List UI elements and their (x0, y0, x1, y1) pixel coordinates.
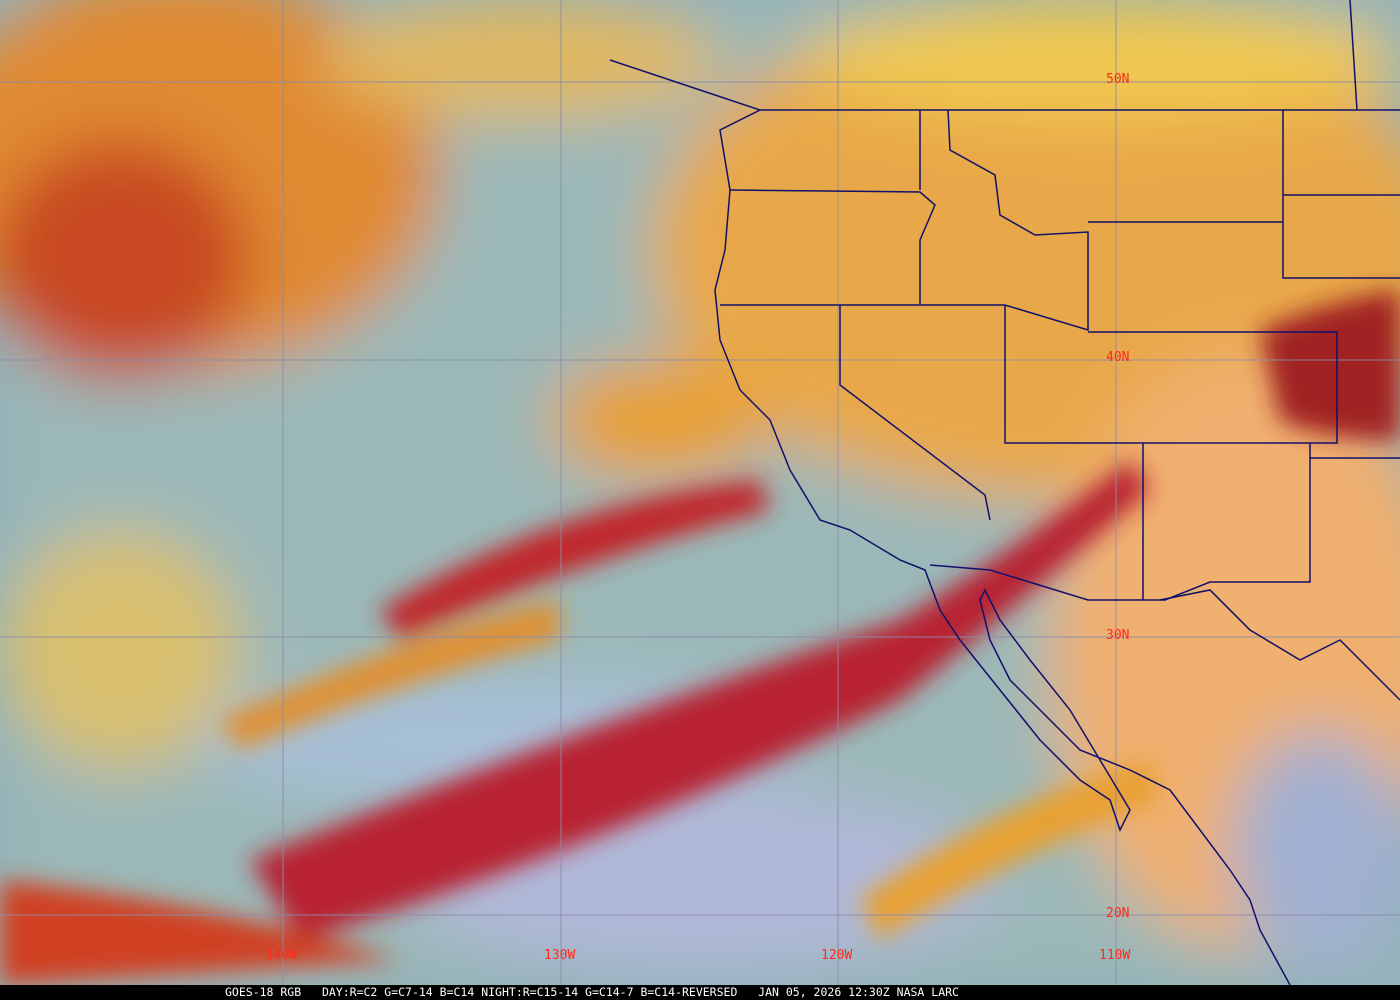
caption-source: NASA LARC (896, 985, 959, 999)
state-borders (720, 0, 1400, 601)
latitude-label-40n: 40N (1106, 350, 1130, 365)
latitude-label-30n: 30N (1106, 628, 1130, 643)
caption-product: GOES-18 RGB (225, 985, 302, 999)
longitude-label-110w: 110W (1099, 948, 1131, 963)
latitude-label-20n: 20N (1106, 906, 1130, 921)
coastline (609, 59, 1291, 985)
caption-recipe: DAY:R=C2 G=C7-14 B=C14 NIGHT:R=C15-14 G=… (321, 985, 738, 999)
latitude-label-50n: 50N (1106, 72, 1130, 87)
longitude-label-120w: 120W (821, 948, 853, 963)
political-borders (609, 0, 1400, 985)
image-caption-bar: GOES-18 RGB DAY:R=C2 G=C7-14 B=C14 NIGHT… (0, 985, 1400, 1000)
longitude-label-140w: 140W (266, 948, 298, 963)
caption-timestamp: JAN 05, 2026 12:30Z (758, 985, 890, 999)
longitude-label-130w: 130W (544, 948, 576, 963)
coastline-mainland-mexico (1159, 589, 1400, 701)
